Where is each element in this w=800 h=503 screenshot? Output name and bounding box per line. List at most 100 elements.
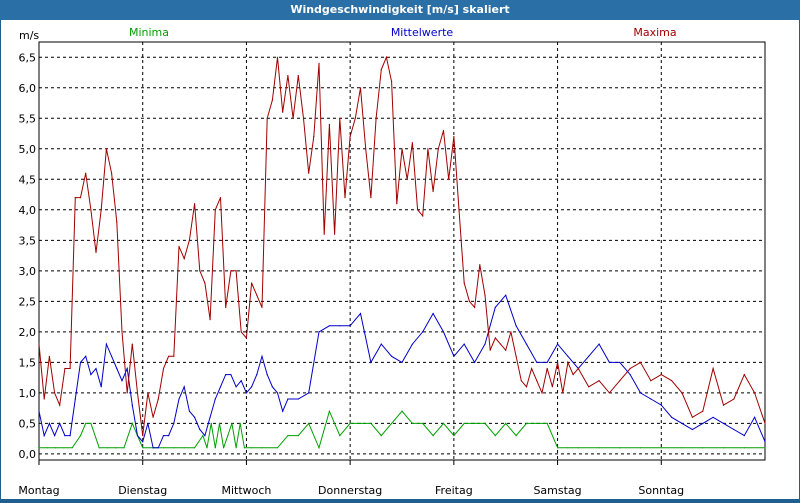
data-point-mittelwerte	[733, 428, 735, 431]
data-point-minima	[210, 422, 212, 424]
data-point-maxima	[391, 81, 393, 83]
data-point-maxima	[380, 68, 382, 71]
legend-entry-minima: Minima	[129, 26, 169, 39]
data-point-mittelwerte	[525, 343, 528, 345]
data-point-mittelwerte	[536, 361, 538, 363]
data-point-mittelwerte	[147, 422, 149, 424]
y-tick-label: 6,0	[19, 82, 37, 95]
y-tick-label: 6,5	[19, 51, 37, 64]
data-point-maxima	[318, 62, 320, 64]
data-point-mittelwerte	[235, 386, 237, 388]
data-point-maxima	[411, 142, 413, 144]
data-point-minima	[194, 447, 196, 449]
data-point-maxima	[354, 117, 356, 119]
data-point-mittelwerte	[474, 361, 476, 363]
data-point-minima	[214, 447, 216, 449]
data-point-maxima	[219, 197, 222, 199]
data-point-maxima	[240, 331, 242, 333]
data-point-mittelwerte	[100, 386, 102, 388]
data-point-mittelwerte	[722, 422, 725, 424]
data-point-mittelwerte	[484, 343, 486, 345]
data-point-mittelwerte	[105, 343, 107, 345]
legend-entry-maxima: Maxima	[633, 26, 676, 39]
x-tick-day: Sonntag	[638, 484, 684, 497]
data-point-minima	[660, 447, 662, 449]
x-tick-day: Dienstag	[118, 484, 167, 497]
data-point-maxima	[608, 392, 611, 394]
data-point-maxima	[463, 282, 465, 284]
data-point-maxima	[577, 367, 579, 370]
data-point-maxima	[178, 245, 180, 247]
data-point-mittelwerte	[629, 374, 631, 376]
data-point-maxima	[276, 56, 279, 58]
data-point-mittelwerte	[230, 374, 232, 376]
data-point-minima	[484, 422, 486, 424]
data-point-mittelwerte	[131, 404, 133, 406]
data-point-minima	[297, 435, 299, 437]
data-point-maxima	[510, 331, 512, 333]
data-point-mittelwerte	[328, 325, 330, 327]
data-point-minima	[557, 447, 559, 449]
data-point-mittelwerte	[271, 386, 273, 388]
data-point-maxima	[256, 294, 258, 296]
data-point-minima	[239, 422, 241, 424]
data-point-mittelwerte	[681, 422, 683, 424]
data-point-maxima	[531, 367, 533, 370]
data-point-maxima	[136, 392, 139, 394]
data-point-minima	[251, 447, 253, 449]
data-point-minima	[218, 422, 221, 424]
data-point-maxima	[515, 355, 517, 357]
data-point-maxima	[230, 270, 232, 272]
data-point-mittelwerte	[136, 435, 139, 437]
data-point-minima	[276, 447, 279, 449]
data-point-minima	[349, 422, 351, 424]
data-point-mittelwerte	[359, 312, 362, 315]
data-point-maxima	[660, 374, 662, 376]
data-point-minima	[453, 435, 455, 437]
data-point-maxima	[69, 367, 71, 370]
data-point-minima	[359, 422, 362, 424]
data-point-mittelwerte	[79, 361, 82, 363]
data-point-maxima	[520, 380, 522, 382]
data-point-maxima	[474, 306, 476, 308]
data-point-mittelwerte	[116, 367, 118, 370]
data-point-minima	[328, 410, 330, 412]
data-point-maxima	[225, 306, 227, 308]
data-point-maxima	[536, 380, 538, 382]
legend-entry-mittelwerte: Mittelwerte	[391, 26, 454, 39]
data-point-minima	[422, 422, 424, 424]
data-point-maxima	[417, 209, 419, 211]
data-point-maxima	[64, 367, 66, 370]
data-point-maxima	[546, 367, 548, 370]
x-tick-day: Montag	[18, 484, 59, 497]
data-point-mittelwerte	[764, 441, 766, 443]
data-point-minima	[764, 447, 766, 449]
data-point-maxima	[754, 392, 756, 394]
data-point-minima	[598, 447, 600, 449]
data-point-minima	[505, 422, 507, 424]
y-tick-label: 5,0	[19, 143, 37, 156]
data-point-mittelwerte	[43, 435, 45, 437]
data-point-mittelwerte	[152, 447, 154, 449]
data-point-mittelwerte	[743, 435, 745, 437]
data-point-minima	[162, 447, 165, 449]
data-point-maxima	[743, 374, 745, 376]
data-point-maxima	[79, 197, 82, 199]
data-point-mittelwerte	[463, 343, 465, 345]
data-point-minima	[743, 447, 745, 449]
data-point-mittelwerte	[121, 380, 123, 382]
data-point-minima	[223, 447, 225, 449]
y-tick-label: 5,5	[19, 112, 37, 125]
x-tick-day: Samstag	[533, 484, 581, 497]
x-tick-day: Freitag	[435, 484, 473, 497]
data-point-maxima	[245, 337, 247, 339]
data-point-maxima	[422, 215, 424, 217]
data-point-minima	[380, 435, 382, 437]
data-point-minima	[287, 435, 289, 437]
data-point-maxima	[334, 233, 336, 235]
data-point-minima	[183, 447, 185, 449]
data-point-maxima	[629, 367, 631, 370]
data-point-maxima	[157, 398, 159, 400]
data-point-maxima	[557, 361, 559, 363]
chart-area: 0,0 0,5 1,0 1,5 2,0 2,5 3,0 3,5 4,0 4,5 5,0 5,5 6,0 6…	[1, 20, 799, 503]
